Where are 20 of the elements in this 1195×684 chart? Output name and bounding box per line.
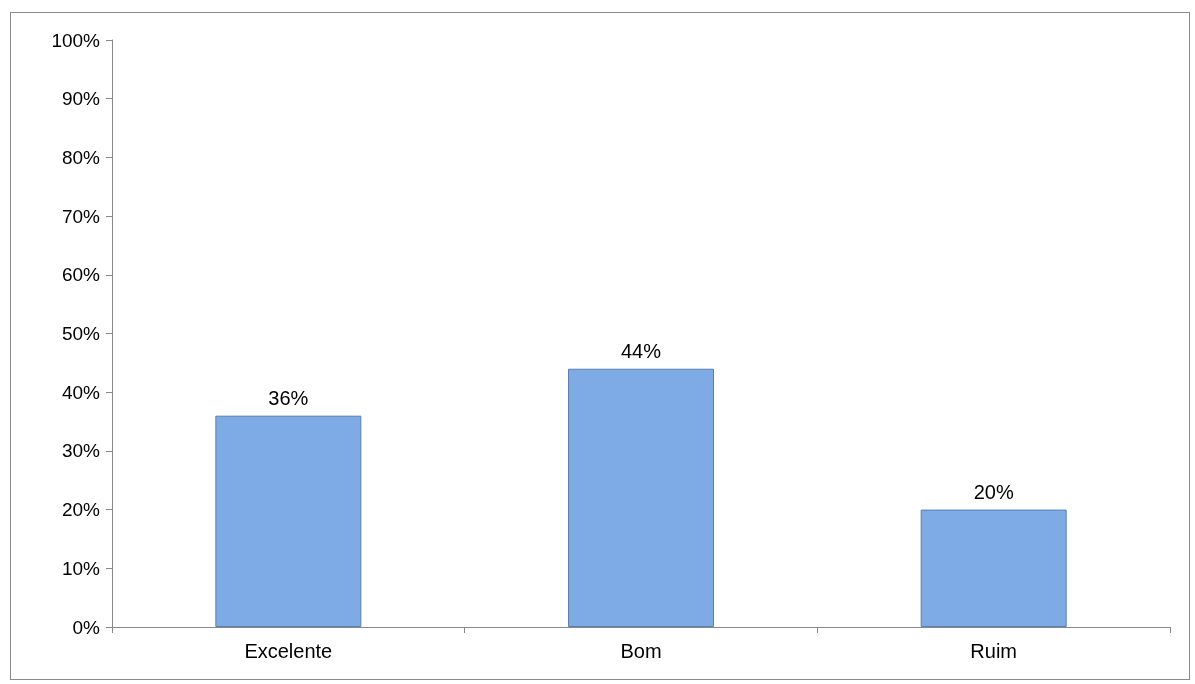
y-tick-label: 80% xyxy=(61,146,101,168)
bar xyxy=(215,415,362,627)
y-tick-label: 40% xyxy=(61,381,101,403)
data-label: 36% xyxy=(268,386,309,409)
y-tick-label: 60% xyxy=(61,264,101,286)
y-tick-label: 10% xyxy=(61,557,101,579)
bar xyxy=(920,509,1067,627)
x-tick-label: Ruim xyxy=(970,640,1017,662)
data-label: 44% xyxy=(620,339,662,362)
y-tick-label: 90% xyxy=(61,88,101,110)
bar xyxy=(568,368,714,627)
x-tick-label: Excelente xyxy=(244,640,333,662)
y-tick-label: 0% xyxy=(72,616,101,638)
x-tick-label: Bom xyxy=(620,640,662,662)
y-tick-label: 100% xyxy=(51,29,101,51)
data-label: 20% xyxy=(973,480,1014,503)
y-tick-label: 50% xyxy=(61,323,101,344)
y-tick-label: 70% xyxy=(61,205,101,227)
y-tick-label: 30% xyxy=(61,440,101,462)
y-tick-label: 20% xyxy=(61,499,101,521)
